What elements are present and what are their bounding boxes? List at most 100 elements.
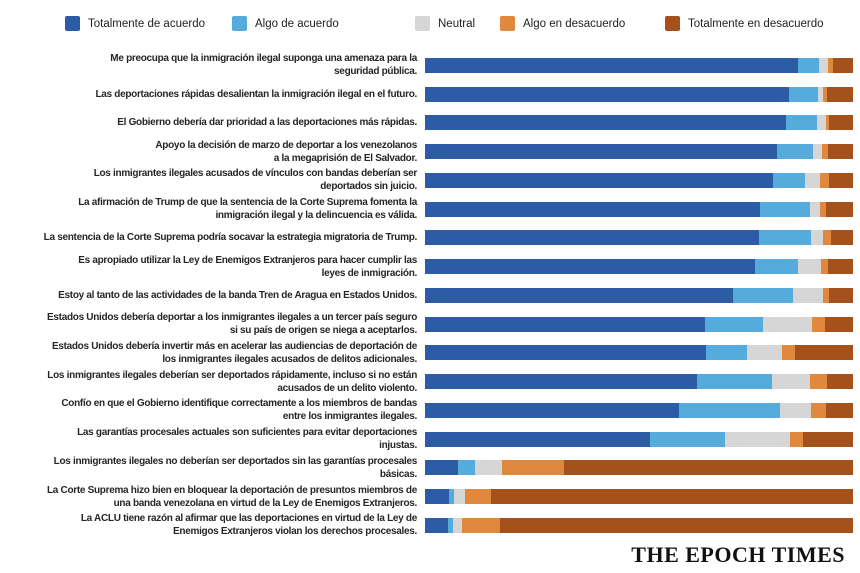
bar-segment-totalmente-de-acuerdo: [425, 287, 734, 303]
legend-swatch-totalmente-de-acuerdo-icon: [65, 16, 80, 31]
bar-segment-algo-en-desacuerdo: [790, 431, 803, 447]
bar-segment-neutral: [772, 374, 811, 390]
bar-segment-totalmente-de-acuerdo: [425, 144, 777, 160]
stacked-bar: [425, 431, 853, 447]
bar-segment-neutral: [816, 115, 826, 131]
bar-segment-neutral: [725, 431, 791, 447]
bar-segment-algo-en-desacuerdo: [825, 115, 830, 131]
statement-label: La afirmación de Trump de que la sentenc…: [78, 197, 417, 222]
bar-segment-algo-de-acuerdo: [697, 374, 773, 390]
bar-segment-totalmente-de-acuerdo: [425, 57, 798, 73]
stacked-bar: [425, 374, 853, 390]
statement-label: Confío en que el Gobierno identifique co…: [61, 398, 417, 423]
bar-segment-algo-en-desacuerdo: [810, 402, 826, 418]
chart-row: Las garantías procesales actuales son su…: [0, 425, 853, 454]
bar-segment-algo-en-desacuerdo: [827, 57, 833, 73]
statement-label: Es apropiado utilizar la Ley de Enemigos…: [78, 254, 417, 279]
statement-label: Estados Unidos debería deportar a los in…: [47, 312, 417, 337]
bar-segment-totalmente-en-desacuerdo: [491, 489, 853, 505]
bar-segment-neutral: [810, 230, 823, 246]
bar-segment-totalmente-en-desacuerdo: [829, 287, 853, 303]
bar-segment-algo-de-acuerdo: [785, 115, 817, 131]
bar-segment-algo-en-desacuerdo: [823, 86, 827, 102]
bar-segment-algo-de-acuerdo: [754, 259, 798, 275]
bar-segment-algo-de-acuerdo: [733, 287, 794, 303]
chart-row: Es apropiado utilizar la Ley de Enemigos…: [0, 252, 853, 281]
chart-row: Los inmigrantes ilegales acusados de vín…: [0, 166, 853, 195]
bar-segment-neutral: [475, 460, 503, 476]
statement-label: Los inmigrantes ilegales deberían ser de…: [47, 369, 417, 394]
legend-item-algo-en-desacuerdo: Algo en desacuerdo: [500, 16, 625, 31]
bar-segment-algo-de-acuerdo: [758, 230, 811, 246]
stacked-bar: [425, 57, 853, 73]
chart-row: Estados Unidos debería invertir más en a…: [0, 339, 853, 368]
legend-item-neutral: Neutral: [415, 16, 475, 31]
bar-segment-totalmente-en-desacuerdo: [827, 144, 853, 160]
bar-segment-algo-en-desacuerdo: [810, 374, 828, 390]
chart-row: La afirmación de Trump de que la sentenc…: [0, 195, 853, 224]
statement-label: La sentencia de la Corte Suprema podría …: [43, 232, 418, 244]
bar-segment-totalmente-en-desacuerdo: [829, 172, 853, 188]
chart-row: Los inmigrantes ilegales deberían ser de…: [0, 367, 853, 396]
bar-segment-totalmente-en-desacuerdo: [826, 201, 853, 217]
bar-segment-totalmente-en-desacuerdo: [500, 517, 853, 533]
bar-segment-totalmente-de-acuerdo: [425, 431, 651, 447]
legend-swatch-algo-de-acuerdo-icon: [232, 16, 247, 31]
bar-segment-algo-en-desacuerdo: [820, 259, 828, 275]
bar-segment-algo-en-desacuerdo: [822, 230, 831, 246]
statement-label: Las deportaciones rápidas desalientan la…: [95, 88, 417, 100]
bar-segment-neutral: [810, 201, 821, 217]
bar-segment-totalmente-de-acuerdo: [425, 402, 679, 418]
stacked-bar: [425, 144, 853, 160]
bar-segment-algo-de-acuerdo: [797, 57, 819, 73]
stacked-bar: [425, 230, 853, 246]
bar-segment-totalmente-en-desacuerdo: [830, 230, 853, 246]
stacked-bar: [425, 316, 853, 332]
epoch-times-wordmark: THE EPOCH TIMES: [631, 542, 845, 567]
bar-segment-algo-en-desacuerdo: [820, 172, 829, 188]
bar-segment-totalmente-de-acuerdo: [425, 172, 773, 188]
bar-segment-totalmente-en-desacuerdo: [829, 115, 853, 131]
bar-segment-neutral: [453, 517, 463, 533]
bar-segment-totalmente-en-desacuerdo: [795, 345, 853, 361]
bar-segment-neutral: [805, 172, 821, 188]
bar-segment-neutral: [454, 489, 466, 505]
bar-segment-totalmente-en-desacuerdo: [827, 374, 853, 390]
bar-segment-neutral: [812, 144, 822, 160]
bar-segment-algo-de-acuerdo: [678, 402, 780, 418]
chart-row: El Gobierno debería dar prioridad a las …: [0, 109, 853, 138]
bar-segment-totalmente-en-desacuerdo: [564, 460, 853, 476]
bar-segment-algo-de-acuerdo: [776, 144, 813, 160]
bar-segment-algo-en-desacuerdo: [823, 287, 829, 303]
bar-segment-neutral: [797, 259, 821, 275]
bar-segment-totalmente-en-desacuerdo: [802, 431, 853, 447]
stacked-bar: [425, 345, 853, 361]
bar-segment-algo-en-desacuerdo: [462, 517, 501, 533]
chart-row: La Corte Suprema hizo bien en bloquear l…: [0, 482, 853, 511]
statement-label: Los inmigrantes ilegales no deberían ser…: [53, 455, 418, 480]
chart-row: La ACLU tiene razón al afirmar que las d…: [0, 511, 853, 540]
legend-item-totalmente-en-desacuerdo: Totalmente en desacuerdo: [665, 16, 824, 31]
chart-row: Los inmigrantes ilegales no deberían ser…: [0, 454, 853, 483]
bar-segment-algo-en-desacuerdo: [465, 489, 492, 505]
stacked-bar: [425, 172, 853, 188]
legend-label: Totalmente en desacuerdo: [688, 17, 824, 30]
bar-segment-algo-de-acuerdo: [457, 460, 476, 476]
chart-row: Estoy al tanto de las actividades de la …: [0, 281, 853, 310]
bar-segment-algo-en-desacuerdo: [502, 460, 565, 476]
bar-segment-totalmente-de-acuerdo: [425, 316, 705, 332]
statement-label: Estoy al tanto de las actividades de la …: [58, 289, 417, 301]
bar-segment-algo-de-acuerdo: [760, 201, 811, 217]
legend-item-algo-de-acuerdo: Algo de acuerdo: [232, 16, 339, 31]
bar-segment-algo-de-acuerdo: [706, 345, 748, 361]
chart-row: Confío en que el Gobierno identifique co…: [0, 396, 853, 425]
stacked-bar-chart: Me preocupa que la inmigración ilegal su…: [0, 51, 853, 540]
bar-segment-algo-de-acuerdo: [704, 316, 764, 332]
bar-segment-totalmente-de-acuerdo: [425, 345, 707, 361]
stacked-bar: [425, 115, 853, 131]
chart-legend: Totalmente de acuerdo Algo de acuerdo Ne…: [0, 0, 860, 40]
bar-segment-totalmente-en-desacuerdo: [824, 316, 853, 332]
bar-segment-algo-de-acuerdo: [448, 517, 454, 533]
bar-segment-totalmente-de-acuerdo: [425, 489, 449, 505]
bar-segment-neutral: [747, 345, 783, 361]
